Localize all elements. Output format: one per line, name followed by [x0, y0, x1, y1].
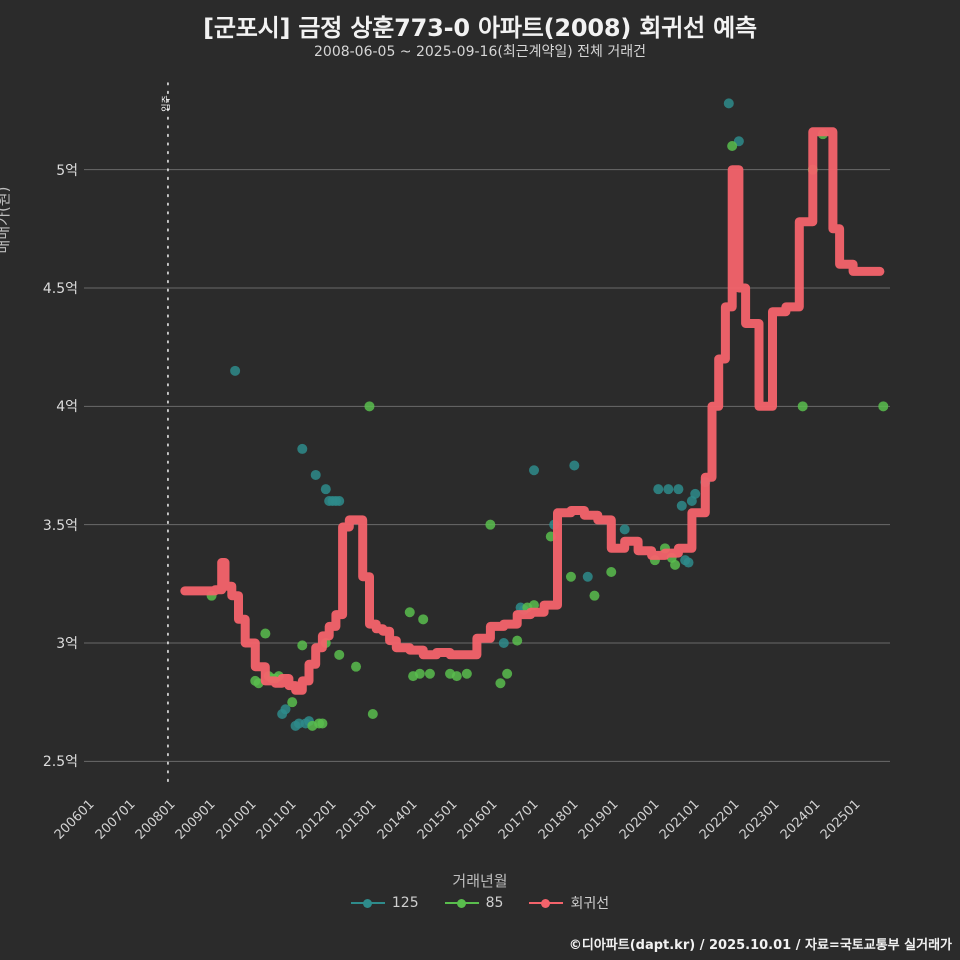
data-point — [320, 484, 331, 495]
data-point — [673, 484, 684, 495]
scatter-series-85 — [206, 129, 889, 731]
y-axis-tick-labels: 5억 4.5억 4억 3.5억 3억 2.5억 — [0, 0, 78, 960]
chart-legend: 125 85 회귀선 — [0, 893, 960, 913]
data-point — [676, 500, 687, 511]
y-tick-label: 5억 — [56, 162, 78, 179]
data-point — [495, 678, 506, 689]
data-point — [529, 465, 540, 476]
data-point — [727, 141, 738, 151]
legend-label: 85 — [485, 895, 504, 911]
y-tick-label: 3억 — [56, 636, 78, 652]
data-point — [683, 557, 694, 568]
data-point — [529, 600, 540, 611]
data-point — [351, 661, 362, 672]
data-point — [498, 638, 509, 648]
data-point — [512, 635, 523, 646]
move-in-annotation-label: 입주 — [161, 95, 172, 112]
data-point — [414, 668, 425, 679]
data-point — [653, 484, 664, 495]
data-point — [502, 668, 513, 679]
data-point — [297, 443, 308, 454]
chart-svg — [84, 82, 890, 785]
legend-marker-icon — [350, 897, 385, 909]
data-point — [582, 571, 593, 582]
page-title: [군포시] 금정 상훈773-0 아파트(2008) 회귀선 예측 — [203, 14, 757, 42]
data-point — [589, 590, 600, 601]
data-point — [287, 697, 298, 708]
legend-label: 회귀선 — [570, 896, 610, 912]
data-point — [797, 401, 808, 412]
y-axis-title: 매매가(원) — [0, 186, 12, 254]
data-point — [367, 709, 378, 719]
data-point — [364, 401, 375, 412]
legend-item-85[interactable]: 85 — [444, 895, 504, 911]
data-point — [334, 496, 345, 506]
data-point — [606, 567, 617, 577]
data-point — [334, 649, 345, 660]
data-point — [670, 559, 681, 570]
data-point — [451, 671, 462, 682]
data-point — [663, 484, 674, 495]
y-tick-label: 4억 — [56, 399, 78, 416]
data-point — [424, 668, 435, 679]
y-tick-label: 4.5억 — [42, 281, 78, 297]
data-point — [317, 718, 328, 729]
legend-label: 125 — [391, 895, 419, 911]
legend-item-125[interactable]: 125 — [350, 895, 419, 911]
data-point — [260, 628, 271, 639]
data-point — [485, 519, 496, 530]
legend-marker-icon — [529, 897, 564, 909]
regression-line — [180, 127, 885, 695]
data-point — [230, 365, 241, 376]
data-point — [723, 98, 734, 109]
footer-credit: ©디아파트(dapt.kr) / 2025.10.01 / 자료=국토교통부 실… — [568, 938, 952, 953]
legend-item-회귀선[interactable]: 회귀선 — [529, 893, 609, 913]
y-tick-label: 2.5억 — [42, 754, 78, 771]
data-point — [619, 524, 630, 535]
data-point — [569, 460, 580, 471]
data-point — [310, 469, 321, 480]
x-axis-title: 거래년월 — [452, 872, 508, 890]
data-point — [277, 709, 288, 719]
plot-area — [84, 75, 890, 785]
page-subtitle: 2008-06-05 ~ 2025-09-16(최근계약일) 전체 거래건 — [314, 44, 646, 60]
data-point — [404, 607, 415, 618]
y-tick-label: 3.5억 — [42, 517, 78, 534]
data-point — [878, 401, 889, 412]
data-point — [297, 640, 308, 651]
data-point — [461, 668, 472, 679]
data-point — [565, 571, 576, 582]
data-point — [690, 488, 701, 499]
legend-marker-icon — [444, 897, 479, 909]
data-point — [418, 614, 429, 625]
